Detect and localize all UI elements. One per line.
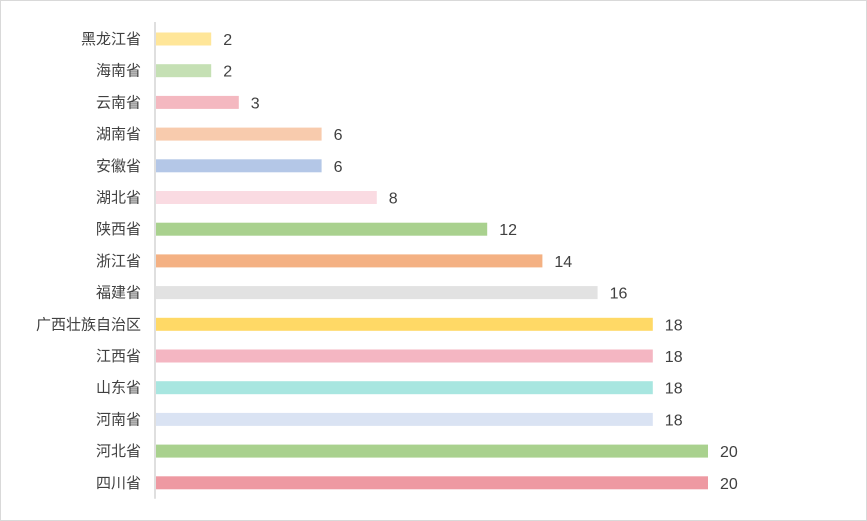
data-label: 3 xyxy=(251,95,260,112)
data-label: 18 xyxy=(665,412,683,429)
category-label: 河南省 xyxy=(96,410,141,428)
bar xyxy=(156,444,708,458)
bar xyxy=(156,381,653,395)
bar xyxy=(156,159,322,173)
category-label: 浙江省 xyxy=(96,252,141,270)
data-label: 12 xyxy=(499,222,517,239)
bar xyxy=(156,222,488,236)
bar xyxy=(156,64,212,78)
category-label: 湖南省 xyxy=(96,125,141,143)
data-label: 20 xyxy=(720,444,738,461)
data-label: 8 xyxy=(389,191,398,208)
data-label: 20 xyxy=(720,476,738,493)
category-label: 江西省 xyxy=(96,347,141,365)
bar xyxy=(156,191,377,204)
bar xyxy=(156,286,598,300)
data-label: 16 xyxy=(610,286,628,303)
bar xyxy=(156,95,239,109)
category-label: 广西壮族自治区 xyxy=(36,315,141,333)
category-label: 山东省 xyxy=(96,379,141,397)
category-label: 陕西省 xyxy=(96,220,141,238)
data-label: 2 xyxy=(223,64,232,81)
category-label: 湖北省 xyxy=(96,189,141,207)
bar xyxy=(156,349,653,363)
data-label: 14 xyxy=(554,254,572,271)
category-label: 福建省 xyxy=(96,284,141,302)
data-label: 18 xyxy=(665,381,683,398)
bar xyxy=(156,412,653,426)
data-label: 2 xyxy=(223,32,232,49)
data-label: 18 xyxy=(665,349,683,366)
bar xyxy=(156,32,212,46)
category-label: 黑龙江省 xyxy=(81,30,141,48)
category-label: 四川省 xyxy=(96,474,141,492)
category-label: 安徽省 xyxy=(96,157,141,175)
bar xyxy=(156,476,708,490)
bar xyxy=(156,127,322,141)
category-label: 河北省 xyxy=(96,442,141,460)
data-label: 6 xyxy=(334,127,343,144)
category-label: 云南省 xyxy=(96,93,141,111)
data-label: 18 xyxy=(665,317,683,334)
bar xyxy=(156,317,653,331)
category-label: 海南省 xyxy=(96,62,141,80)
data-label: 6 xyxy=(334,159,343,176)
bar xyxy=(156,254,543,268)
